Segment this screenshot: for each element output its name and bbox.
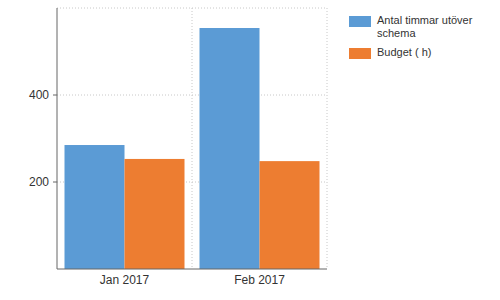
y-tick — [53, 95, 57, 96]
bar — [65, 145, 125, 269]
x-tick-label: Jan 2017 — [100, 273, 150, 287]
legend: Antal timmar utöver schema Budget ( h) — [349, 14, 489, 65]
legend-swatch — [349, 16, 371, 27]
legend-swatch — [349, 48, 371, 59]
bar — [200, 28, 260, 269]
y-tick-label: 400 — [29, 88, 49, 102]
y-tick-label: 200 — [29, 175, 49, 189]
grid-line-vertical — [192, 8, 193, 269]
bar — [125, 159, 185, 269]
legend-label: Antal timmar utöver schema — [377, 14, 485, 40]
y-tick — [53, 182, 57, 183]
bar — [260, 161, 320, 269]
x-tick-label: Feb 2017 — [234, 273, 285, 287]
y-axis — [57, 8, 58, 269]
grid-line-vertical — [327, 8, 328, 269]
chart: 200 400 Jan 2017 Feb 2017 — [0, 0, 500, 300]
legend-label: Budget ( h) — [377, 46, 485, 59]
bars — [65, 28, 320, 269]
x-axis — [57, 269, 327, 270]
legend-item: Antal timmar utöver schema — [349, 14, 489, 40]
legend-item: Budget ( h) — [349, 46, 489, 59]
